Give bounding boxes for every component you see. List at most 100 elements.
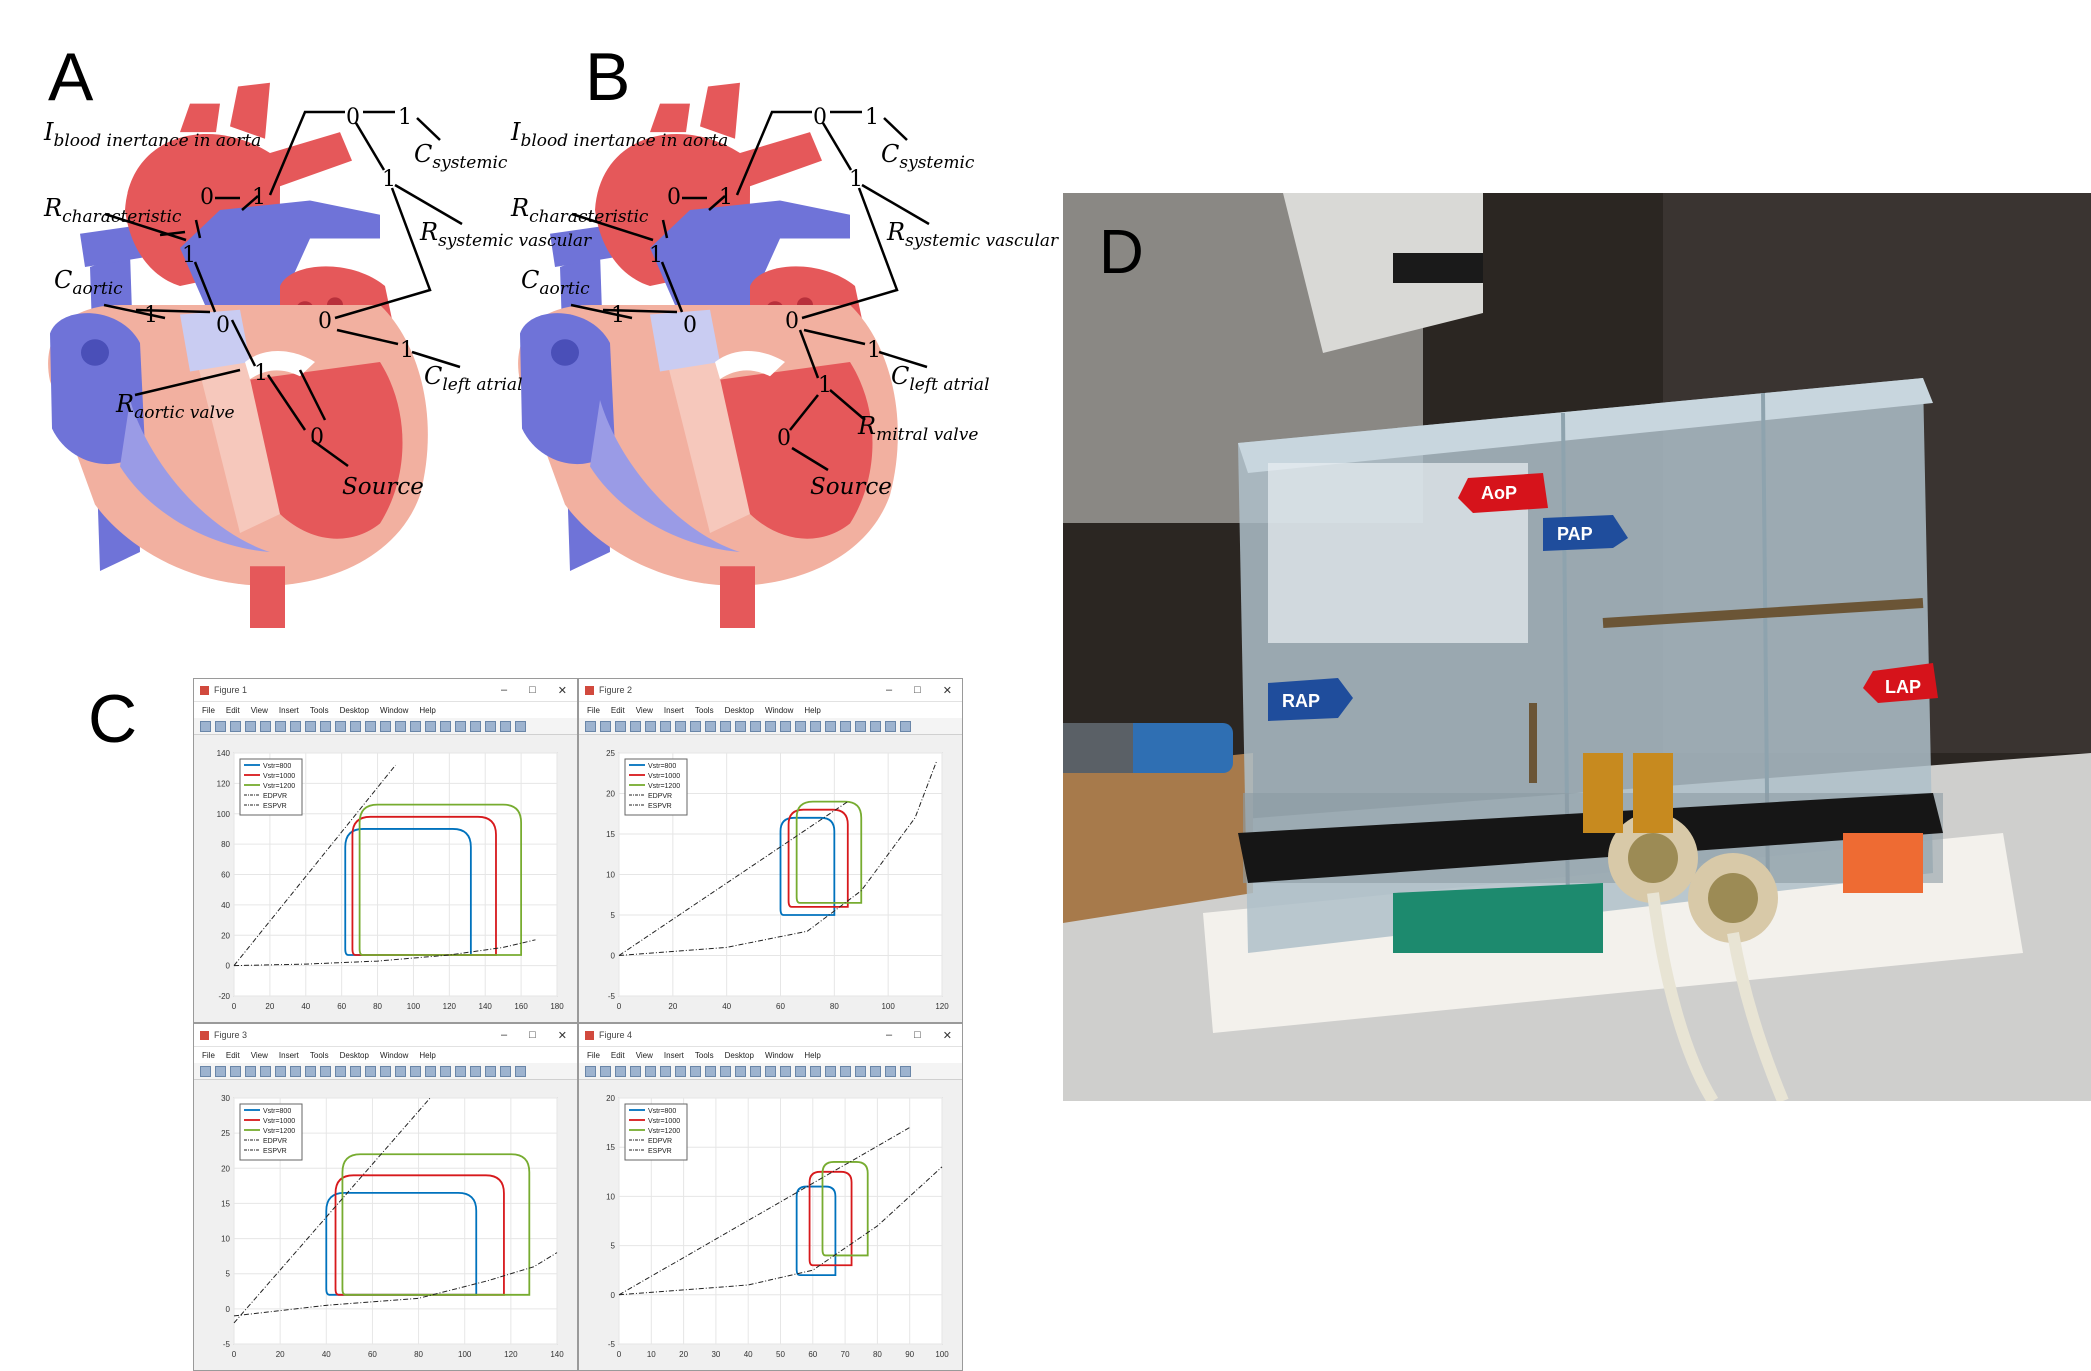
toolbar-tool-icon[interactable] bbox=[795, 720, 806, 732]
toolbar-tool-icon[interactable] bbox=[380, 1065, 391, 1077]
toolbar-tool-icon[interactable] bbox=[585, 720, 596, 732]
toolbar-tool-icon[interactable] bbox=[840, 720, 851, 732]
toolbar-tool-icon[interactable] bbox=[870, 1065, 881, 1077]
toolbar-tool-icon[interactable] bbox=[900, 1065, 911, 1077]
menu-file[interactable]: File bbox=[587, 705, 600, 715]
toolbar-tool-icon[interactable] bbox=[350, 720, 361, 732]
menu-insert[interactable]: Insert bbox=[278, 1050, 299, 1060]
toolbar-tool-icon[interactable] bbox=[735, 1065, 746, 1077]
toolbar-tool-icon[interactable] bbox=[305, 720, 316, 732]
toolbar-tool-icon[interactable] bbox=[870, 720, 881, 732]
toolbar-tool-icon[interactable] bbox=[425, 1065, 436, 1077]
toolbar-tool-icon[interactable] bbox=[290, 720, 301, 732]
close-button[interactable]: ✕ bbox=[942, 1029, 952, 1042]
close-button[interactable]: ✕ bbox=[942, 684, 952, 697]
toolbar-tool-icon[interactable] bbox=[855, 720, 866, 732]
minimize-button[interactable]: – bbox=[886, 1028, 893, 1041]
toolbar-tool-icon[interactable] bbox=[515, 720, 526, 732]
maximize-button[interactable]: □ bbox=[529, 1028, 536, 1041]
menu-window[interactable]: Window bbox=[764, 705, 794, 715]
toolbar-tool-icon[interactable] bbox=[675, 720, 686, 732]
toolbar-tool-icon[interactable] bbox=[260, 720, 271, 732]
menu-desktop[interactable]: Desktop bbox=[339, 1050, 369, 1060]
toolbar-tool-icon[interactable] bbox=[900, 720, 911, 732]
toolbar-tool-icon[interactable] bbox=[410, 720, 421, 732]
toolbar-tool-icon[interactable] bbox=[200, 720, 211, 732]
toolbar-tool-icon[interactable] bbox=[200, 1065, 211, 1077]
menu-edit[interactable]: Edit bbox=[610, 705, 625, 715]
toolbar-tool-icon[interactable] bbox=[320, 1065, 331, 1077]
toolbar-tool-icon[interactable] bbox=[365, 1065, 376, 1077]
toolbar-tool-icon[interactable] bbox=[720, 720, 731, 732]
toolbar-tool-icon[interactable] bbox=[485, 1065, 496, 1077]
toolbar-tool-icon[interactable] bbox=[380, 720, 391, 732]
toolbar-tool-icon[interactable] bbox=[455, 1065, 466, 1077]
menu-file[interactable]: File bbox=[202, 1050, 215, 1060]
window-titlebar[interactable]: Figure 1 – □ ✕ bbox=[194, 679, 577, 702]
menu-edit[interactable]: Edit bbox=[225, 705, 240, 715]
menu-window[interactable]: Window bbox=[379, 1050, 409, 1060]
menu-insert[interactable]: Insert bbox=[663, 1050, 684, 1060]
toolbar-tool-icon[interactable] bbox=[515, 1065, 526, 1077]
menu-view[interactable]: View bbox=[250, 705, 268, 715]
toolbar-tool-icon[interactable] bbox=[410, 1065, 421, 1077]
menu-tools[interactable]: Tools bbox=[309, 705, 329, 715]
menu-view[interactable]: View bbox=[250, 1050, 268, 1060]
toolbar-tool-icon[interactable] bbox=[675, 1065, 686, 1077]
toolbar-tool-icon[interactable] bbox=[885, 1065, 896, 1077]
toolbar-tool-icon[interactable] bbox=[705, 720, 716, 732]
toolbar-tool-icon[interactable] bbox=[260, 1065, 271, 1077]
menu-window[interactable]: Window bbox=[764, 1050, 794, 1060]
toolbar-tool-icon[interactable] bbox=[230, 720, 241, 732]
toolbar-tool-icon[interactable] bbox=[855, 1065, 866, 1077]
toolbar-tool-icon[interactable] bbox=[600, 1065, 611, 1077]
toolbar-tool-icon[interactable] bbox=[470, 720, 481, 732]
toolbar-tool-icon[interactable] bbox=[230, 1065, 241, 1077]
window-titlebar[interactable]: Figure 4 – □ ✕ bbox=[579, 1024, 962, 1047]
menu-tools[interactable]: Tools bbox=[694, 705, 714, 715]
menu-help[interactable]: Help bbox=[419, 705, 436, 715]
toolbar-tool-icon[interactable] bbox=[425, 720, 436, 732]
toolbar-tool-icon[interactable] bbox=[500, 1065, 511, 1077]
toolbar-tool-icon[interactable] bbox=[660, 1065, 671, 1077]
menu-help[interactable]: Help bbox=[804, 1050, 821, 1060]
toolbar-tool-icon[interactable] bbox=[690, 720, 701, 732]
figure-window-2[interactable]: Figure 2 – □ ✕ File Edit View Insert Tools Deskto… bbox=[578, 678, 963, 1023]
toolbar-tool-icon[interactable] bbox=[630, 1065, 641, 1077]
toolbar-tool-icon[interactable] bbox=[485, 720, 496, 732]
toolbar-tool-icon[interactable] bbox=[735, 720, 746, 732]
window-titlebar[interactable]: Figure 2 – □ ✕ bbox=[579, 679, 962, 702]
toolbar-tool-icon[interactable] bbox=[840, 1065, 851, 1077]
menu-file[interactable]: File bbox=[202, 705, 215, 715]
toolbar-tool-icon[interactable] bbox=[720, 1065, 731, 1077]
close-button[interactable]: ✕ bbox=[557, 684, 567, 697]
toolbar-tool-icon[interactable] bbox=[585, 1065, 596, 1077]
menu-edit[interactable]: Edit bbox=[225, 1050, 240, 1060]
menu-help[interactable]: Help bbox=[419, 1050, 436, 1060]
toolbar-tool-icon[interactable] bbox=[825, 1065, 836, 1077]
toolbar-tool-icon[interactable] bbox=[500, 720, 511, 732]
toolbar-tool-icon[interactable] bbox=[395, 1065, 406, 1077]
toolbar-tool-icon[interactable] bbox=[795, 1065, 806, 1077]
menu-desktop[interactable]: Desktop bbox=[724, 1050, 754, 1060]
menu-desktop[interactable]: Desktop bbox=[339, 705, 369, 715]
toolbar-tool-icon[interactable] bbox=[215, 1065, 226, 1077]
toolbar-tool-icon[interactable] bbox=[350, 1065, 361, 1077]
figure-window-1[interactable]: Figure 1 – □ ✕ File Edit View Insert Tools Deskto… bbox=[193, 678, 578, 1023]
toolbar-tool-icon[interactable] bbox=[245, 720, 256, 732]
toolbar-tool-icon[interactable] bbox=[275, 720, 286, 732]
figure-window-3[interactable]: Figure 3 – □ ✕ File Edit View Insert Tools Deskto… bbox=[193, 1023, 578, 1371]
menu-tools[interactable]: Tools bbox=[309, 1050, 329, 1060]
maximize-button[interactable]: □ bbox=[914, 1028, 921, 1041]
toolbar-tool-icon[interactable] bbox=[290, 1065, 301, 1077]
menu-desktop[interactable]: Desktop bbox=[724, 705, 754, 715]
toolbar-tool-icon[interactable] bbox=[765, 1065, 776, 1077]
toolbar-tool-icon[interactable] bbox=[690, 1065, 701, 1077]
toolbar-tool-icon[interactable] bbox=[630, 720, 641, 732]
toolbar-tool-icon[interactable] bbox=[395, 720, 406, 732]
toolbar-tool-icon[interactable] bbox=[765, 720, 776, 732]
toolbar-tool-icon[interactable] bbox=[750, 720, 761, 732]
toolbar-tool-icon[interactable] bbox=[615, 1065, 626, 1077]
toolbar-tool-icon[interactable] bbox=[780, 1065, 791, 1077]
menu-window[interactable]: Window bbox=[379, 705, 409, 715]
